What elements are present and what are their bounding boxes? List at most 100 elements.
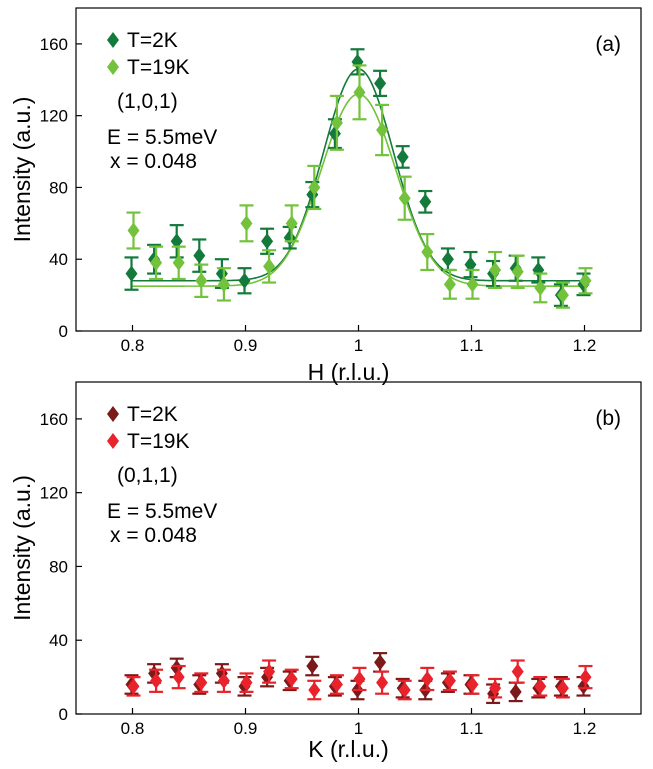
diamond-marker [330, 676, 343, 693]
data-point [239, 672, 254, 693]
diamond-marker [421, 244, 434, 261]
diamond-marker [353, 670, 366, 687]
legend-label: T=2K [127, 29, 178, 52]
x-tick-label: 0.9 [234, 336, 258, 355]
data-point [194, 672, 209, 693]
diamond-marker [443, 672, 456, 689]
diamond-marker [172, 669, 185, 686]
data-point [282, 225, 297, 250]
data-point [216, 267, 231, 302]
data-point [420, 666, 435, 692]
data-point [397, 175, 412, 221]
data-point [329, 94, 344, 151]
x-tick-label: 0.8 [121, 719, 145, 738]
data-point [578, 267, 593, 295]
diamond-marker [351, 53, 364, 70]
diamond-marker [556, 287, 569, 304]
data-point [194, 263, 209, 299]
data-point [307, 679, 322, 701]
data-point [262, 249, 277, 284]
y-tick-label: 40 [49, 631, 68, 650]
data-point [463, 250, 478, 279]
diamond-marker [217, 672, 230, 689]
data-point [375, 670, 390, 695]
diamond-marker [374, 654, 387, 671]
annotation: (1,0,1) [117, 90, 178, 113]
x-tick-label: 0.8 [121, 336, 145, 355]
data-point [418, 189, 433, 214]
y-tick-label: 160 [40, 410, 68, 429]
x-tick-label: 1.2 [573, 336, 597, 355]
y-tick-label: 80 [49, 178, 68, 197]
data-point [307, 164, 322, 211]
x-tick-label: 0.9 [234, 719, 258, 738]
diamond-marker [466, 276, 479, 293]
data-point [149, 245, 164, 281]
diamond-marker [534, 678, 547, 695]
data-point [508, 681, 523, 703]
data-point [420, 233, 435, 272]
legend-label: T=19K [127, 56, 189, 79]
diamond-marker [489, 261, 502, 278]
data-point [124, 256, 139, 291]
diamond-marker [125, 265, 138, 282]
data-point [149, 668, 164, 693]
legend-marker [107, 406, 119, 422]
y-tick-label: 0 [59, 705, 68, 724]
diamond-marker [464, 256, 477, 273]
x-tick-label: 1.2 [573, 719, 597, 738]
diamond-marker [172, 254, 185, 271]
diamond-marker [489, 680, 502, 697]
diamond-marker [285, 670, 298, 687]
data-point [284, 204, 299, 243]
data-point [305, 655, 320, 677]
data-point [350, 48, 365, 76]
x-axis-title: K (r.l.u.) [308, 736, 389, 762]
data-point [284, 668, 299, 690]
diamond-marker [306, 658, 319, 675]
diamond-marker [263, 663, 276, 680]
diamond-marker [511, 663, 524, 680]
diamond-marker [396, 148, 409, 165]
diamond-marker [579, 669, 592, 686]
diamond-marker [308, 682, 321, 699]
y-tick-label: 120 [40, 484, 68, 503]
data-point [555, 281, 570, 309]
data-point [488, 250, 503, 290]
diamond-marker [263, 258, 276, 275]
diamond-marker [466, 676, 479, 693]
data-point [578, 664, 593, 690]
annotation: x = 0.048 [110, 524, 197, 547]
diamond-marker [240, 674, 253, 691]
data-point [126, 211, 141, 250]
diamond-marker [376, 122, 389, 139]
diamond-marker [330, 114, 343, 131]
data-point [465, 268, 480, 300]
data-point [329, 674, 344, 695]
legend-marker [107, 433, 119, 449]
y-tick-label: 0 [59, 322, 68, 341]
diamond-marker [238, 272, 251, 289]
series-1 [126, 64, 593, 309]
diamond-marker [579, 272, 592, 289]
panel-label: (a) [595, 33, 621, 56]
diamond-marker [509, 683, 522, 700]
data-point [465, 674, 480, 695]
data-point [510, 659, 525, 684]
data-point [216, 668, 231, 693]
diamond-marker [353, 84, 366, 101]
data-point [169, 224, 184, 259]
annotation: (0,1,1) [117, 464, 178, 487]
data-point [192, 238, 207, 273]
diamond-marker [170, 233, 183, 250]
y-tick-label: 160 [40, 35, 68, 54]
diamond-marker [534, 279, 547, 296]
data-point [488, 677, 503, 699]
diamond-marker [217, 276, 230, 293]
diamond-marker [441, 251, 454, 268]
data-point [239, 204, 254, 243]
diamond-marker [443, 276, 456, 293]
data-point [171, 664, 186, 690]
y-tick-label: 80 [49, 557, 68, 576]
